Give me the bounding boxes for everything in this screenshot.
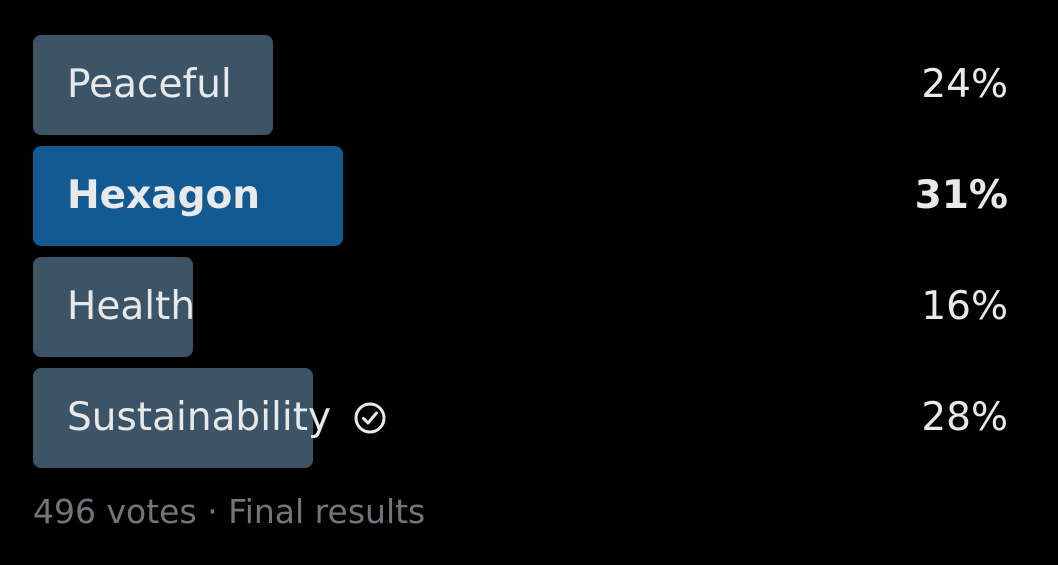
poll-option-peaceful: Peaceful 24% — [33, 35, 1008, 135]
poll-option-hexagon: Hexagon 31% — [33, 146, 1008, 246]
poll-option-label: Hexagon — [67, 173, 261, 218]
separator-dot: · — [207, 492, 218, 531]
poll-bar — [33, 146, 343, 246]
poll-option-label: Sustainability — [67, 368, 387, 468]
poll-bar — [33, 368, 313, 468]
poll-option-sustainability: Sustainability 28% — [33, 368, 1008, 468]
poll-option-percent: 16% — [921, 284, 1008, 329]
poll-status: Final results — [228, 492, 426, 531]
poll-option-label: Health — [67, 284, 196, 329]
poll-option-label: Peaceful — [67, 62, 232, 107]
poll-option-health: Health 16% — [33, 257, 1008, 357]
poll-bar — [33, 35, 273, 135]
poll-bar — [33, 257, 193, 357]
poll-option-percent: 24% — [921, 62, 1008, 107]
poll-option-percent: 28% — [921, 395, 1008, 440]
vote-count: 496 votes — [33, 492, 197, 531]
poll-footer: 496 votes · Final results — [33, 492, 425, 531]
check-circle-icon — [354, 402, 386, 434]
poll-option-percent: 31% — [914, 173, 1008, 218]
